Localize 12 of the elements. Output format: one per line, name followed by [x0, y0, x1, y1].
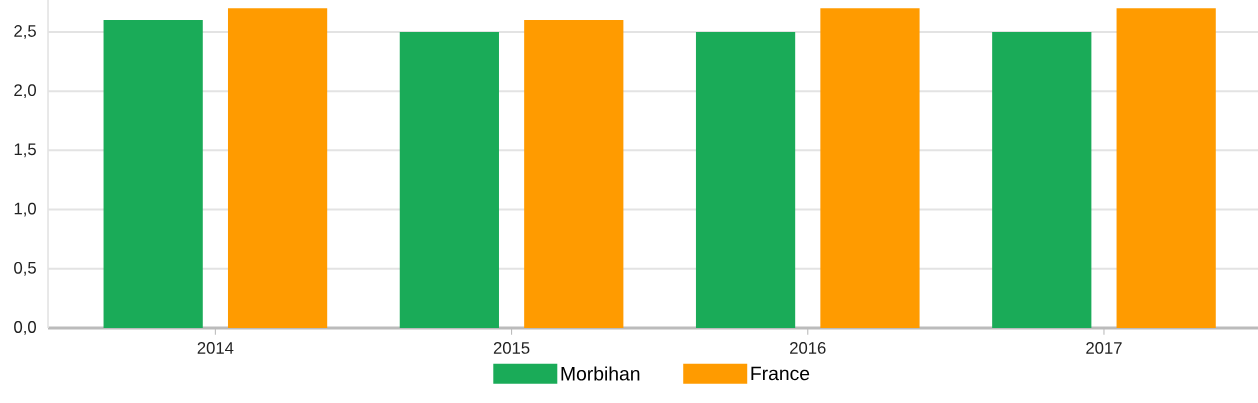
y-tick-label: 0,0	[14, 321, 36, 335]
y-tick-label: 2,5	[14, 25, 36, 39]
y-tick-label: 1,5	[14, 143, 36, 158]
y-tick-label: 0,5	[14, 261, 36, 276]
x-tick-label: 2017	[1086, 342, 1122, 354]
legend-label: France	[751, 366, 810, 381]
x-tick-label: 2014	[197, 342, 234, 354]
y-tick-label: 1,0	[14, 202, 36, 217]
x-tick-label: 2015	[493, 342, 530, 354]
legend-label: Morbihan	[561, 366, 640, 381]
x-tick-label: 2016	[790, 342, 826, 354]
y-tick-label: 2,0	[14, 84, 36, 99]
